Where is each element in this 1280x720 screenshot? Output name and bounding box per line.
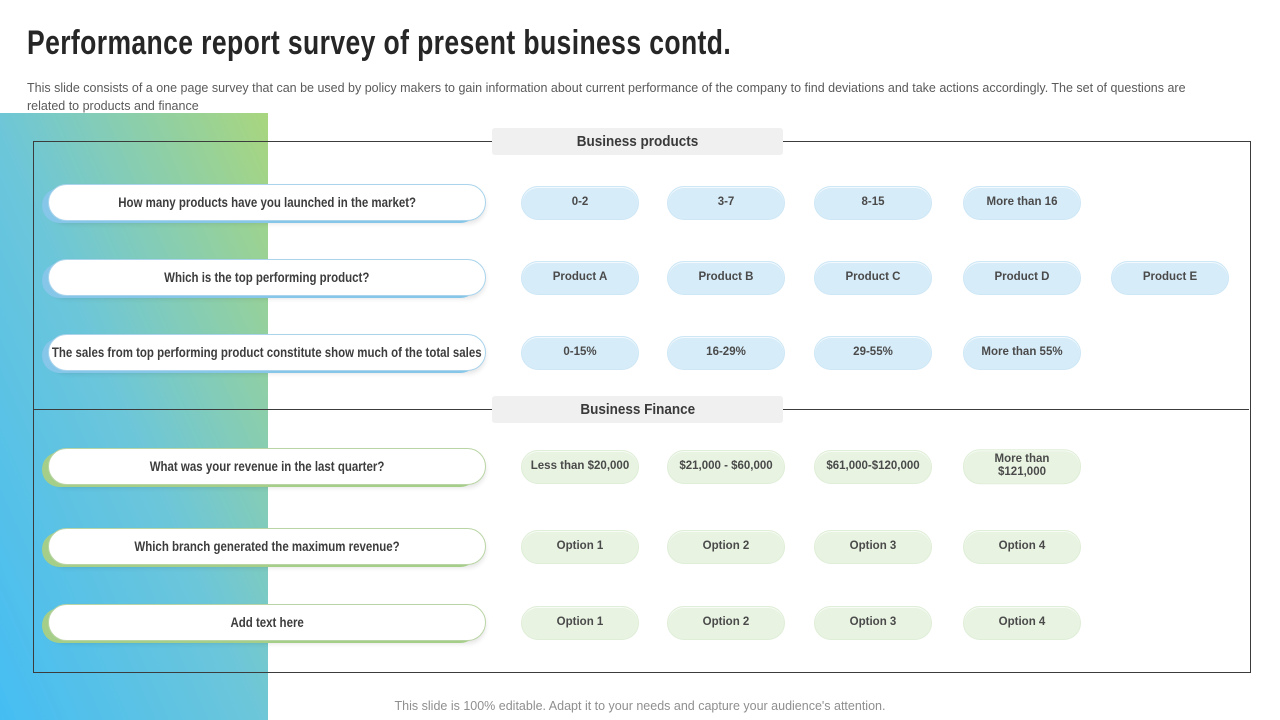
survey-row-products-3: The sales from top performing product co… — [48, 334, 1258, 371]
option-label: Option 1 — [556, 539, 604, 552]
option-label: Option 4 — [998, 539, 1046, 552]
option-pill[interactable]: 29-55% — [814, 335, 932, 370]
section-header-label: Business Finance — [580, 401, 695, 418]
question-pill: What was your revenue in the last quarte… — [48, 448, 486, 485]
option-label: Product E — [1142, 270, 1198, 283]
option-label: Option 1 — [556, 615, 604, 628]
question-pill: How many products have you launched in t… — [48, 184, 486, 221]
option-pill[interactable]: $61,000-$120,000 — [814, 449, 932, 484]
option-pill[interactable]: Product E — [1111, 260, 1229, 295]
option-label: $21,000 - $60,000 — [679, 459, 773, 472]
section-header-business-products: Business products — [492, 128, 783, 155]
option-pill[interactable]: Option 2 — [667, 529, 785, 564]
option-label: More than 16 — [986, 195, 1058, 208]
option-label: More than $121,000 — [994, 452, 1050, 479]
option-label: Product D — [994, 270, 1050, 283]
option-label: Product B — [698, 270, 754, 283]
option-label: 3-7 — [717, 195, 735, 208]
slide-description: This slide consists of a one page survey… — [27, 81, 1186, 114]
question-pill: Add text here — [48, 604, 486, 641]
question-text: The sales from top performing product co… — [52, 345, 482, 360]
section-header-label: Business products — [576, 133, 699, 150]
option-pill[interactable]: 0-15% — [521, 335, 639, 370]
option-label: Option 3 — [849, 539, 897, 552]
footer-note: This slide is 100% editable. Adapt it to… — [394, 699, 886, 713]
option-label: 16-29% — [706, 345, 746, 358]
survey-row-finance-3: Add text here Option 1 Option 2 Option 3 Opt… — [48, 604, 1258, 641]
option-label: Option 3 — [849, 615, 897, 628]
option-pill[interactable]: 8-15 — [814, 185, 932, 220]
option-label: Option 2 — [702, 615, 750, 628]
option-pill[interactable]: 0-2 — [521, 185, 639, 220]
option-label: Option 4 — [998, 615, 1046, 628]
question-pill: The sales from top performing product co… — [48, 334, 486, 371]
option-label: More than 55% — [981, 345, 1063, 358]
option-pill[interactable]: Product C — [814, 260, 932, 295]
page-title: Performance report survey of present bus… — [27, 24, 732, 62]
survey-row-finance-2: Which branch generated the maximum reven… — [48, 528, 1258, 565]
option-pill[interactable]: 3-7 — [667, 185, 785, 220]
option-pill[interactable]: $21,000 - $60,000 — [667, 449, 785, 484]
option-pill[interactable]: Product D — [963, 260, 1081, 295]
option-pill[interactable]: More than $121,000 — [963, 448, 1081, 485]
survey-row-finance-1: What was your revenue in the last quarte… — [48, 448, 1258, 485]
option-label: 8-15 — [861, 195, 885, 208]
option-label: Product C — [845, 270, 901, 283]
question-text: Which is the top performing product? — [164, 270, 370, 285]
option-label: Product A — [552, 270, 608, 283]
survey-row-products-2: Which is the top performing product? Prod… — [48, 259, 1258, 296]
option-pill[interactable]: Option 4 — [963, 529, 1081, 564]
option-label: $61,000-$120,000 — [826, 459, 920, 472]
option-pill[interactable]: More than 16 — [963, 185, 1081, 220]
survey-row-products-1: How many products have you launched in t… — [48, 184, 1258, 221]
option-label: 29-55% — [853, 345, 893, 358]
option-pill[interactable]: Option 1 — [521, 605, 639, 640]
option-pill[interactable]: Option 2 — [667, 605, 785, 640]
question-text: How many products have you launched in t… — [118, 195, 416, 210]
question-pill: Which is the top performing product? — [48, 259, 486, 296]
option-label: 0-15% — [563, 345, 597, 358]
option-pill[interactable]: Option 3 — [814, 605, 932, 640]
option-pill[interactable]: Option 3 — [814, 529, 932, 564]
option-pill[interactable]: 16-29% — [667, 335, 785, 370]
question-text: Add text here — [230, 615, 304, 630]
option-pill[interactable]: Option 1 — [521, 529, 639, 564]
question-text: What was your revenue in the last quarte… — [149, 459, 385, 474]
question-pill: Which branch generated the maximum reven… — [48, 528, 486, 565]
option-label: Option 2 — [702, 539, 750, 552]
question-text: Which branch generated the maximum reven… — [134, 539, 400, 554]
option-pill[interactable]: Option 4 — [963, 605, 1081, 640]
option-pill[interactable]: More than 55% — [963, 335, 1081, 370]
option-pill[interactable]: Less than $20,000 — [521, 449, 639, 484]
option-pill[interactable]: Product A — [521, 260, 639, 295]
option-label: Less than $20,000 — [530, 459, 630, 472]
option-pill[interactable]: Product B — [667, 260, 785, 295]
section-header-business-finance: Business Finance — [492, 396, 783, 423]
option-label: 0-2 — [571, 195, 589, 208]
